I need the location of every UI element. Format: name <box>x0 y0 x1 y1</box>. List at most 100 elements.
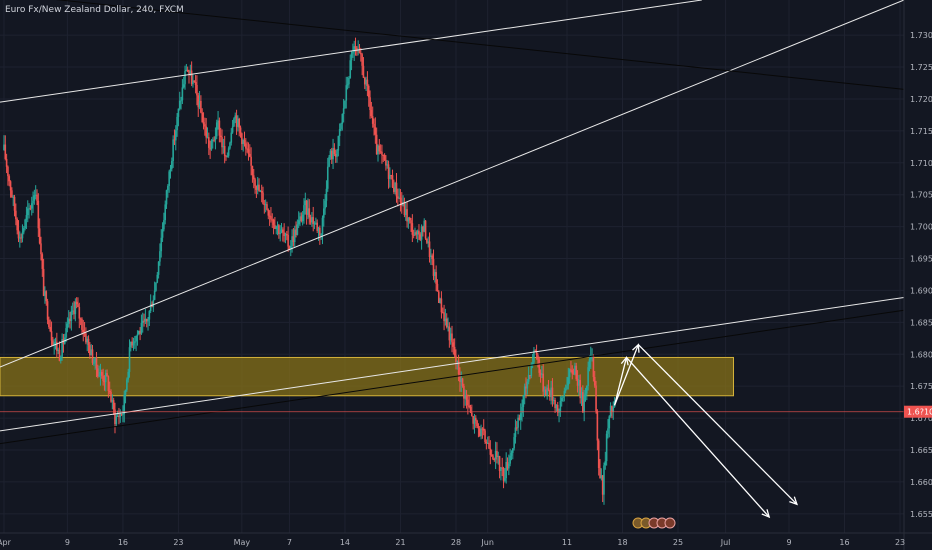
candle-body <box>126 379 128 390</box>
candle-body <box>406 209 408 222</box>
event-markers[interactable] <box>632 517 676 529</box>
candle-body <box>559 400 562 412</box>
candle-body <box>570 369 572 371</box>
candle-body <box>427 241 430 243</box>
candle-body <box>81 318 83 330</box>
candle-body <box>140 322 143 334</box>
candle-body <box>353 46 355 52</box>
candle-body <box>29 208 32 210</box>
candle-body <box>611 405 613 412</box>
time-tick-label: 14 <box>340 538 350 547</box>
candle-body <box>256 184 259 190</box>
candle-body <box>87 338 90 346</box>
candle-body <box>114 409 116 424</box>
candle-body <box>430 255 432 258</box>
candle-body <box>285 234 288 236</box>
candle-body <box>250 156 252 166</box>
candle-body <box>448 326 451 341</box>
candle-body <box>289 246 292 250</box>
candle-body <box>434 272 436 276</box>
candle-body <box>484 430 486 442</box>
trendline[interactable] <box>0 309 905 445</box>
candle-body <box>17 230 20 239</box>
candle-body <box>233 118 235 127</box>
candle-body <box>313 223 316 225</box>
candle-body <box>284 234 287 237</box>
candle-body <box>4 144 7 159</box>
candle-body <box>297 220 300 225</box>
trendline[interactable] <box>0 0 702 103</box>
projection-arrow[interactable] <box>637 344 798 505</box>
candle-body <box>597 440 600 469</box>
arrow-head <box>761 509 771 519</box>
candle-body <box>19 237 21 239</box>
candle-body <box>541 373 543 375</box>
candle-body <box>463 386 465 399</box>
candle-body <box>120 414 123 416</box>
time-axis[interactable]: Apr 9 16 23 May 7 14 21 28 Jun 11 18 25 Jul 9 16 23 <box>0 538 905 547</box>
candle-body <box>496 450 498 457</box>
candle-body <box>505 461 507 479</box>
projection-arrow[interactable] <box>613 344 639 406</box>
candle-body <box>511 448 514 453</box>
candle-body <box>54 341 57 343</box>
candle-body <box>502 468 505 481</box>
price-axis[interactable]: 1.65500 1.66000 1.66500 1.67000 1.67500 1.680… <box>910 31 932 519</box>
candle-body <box>287 234 289 247</box>
candle-body <box>542 373 544 392</box>
trendline[interactable] <box>0 296 905 432</box>
trendline[interactable] <box>0 0 905 90</box>
candle-body <box>467 399 469 406</box>
time-tick-label: 16 <box>839 538 849 547</box>
candle-body <box>550 387 552 397</box>
grid-lines <box>0 0 904 533</box>
candle-body <box>309 217 312 223</box>
candle-body <box>40 243 42 255</box>
candle-body <box>137 330 140 335</box>
candle-body <box>403 202 406 215</box>
candle-body <box>99 371 102 376</box>
candle-body <box>444 318 447 322</box>
candle-body <box>21 232 24 239</box>
candle-body <box>176 116 178 131</box>
candle-body <box>490 454 493 456</box>
time-tick-label: 23 <box>895 538 905 547</box>
event-marker-icon[interactable] <box>664 517 676 529</box>
candle-body <box>330 150 333 160</box>
candle-body <box>248 153 251 157</box>
candle-body <box>391 175 394 188</box>
candle-body <box>592 356 595 377</box>
projection-arrow[interactable] <box>613 357 628 406</box>
trendline[interactable] <box>0 0 905 368</box>
candle-body <box>324 200 326 209</box>
candle-body <box>49 327 52 332</box>
candle-body <box>608 416 611 429</box>
candle-body <box>586 386 588 394</box>
candle-body <box>123 394 126 415</box>
candle-body <box>562 396 564 398</box>
candle-body <box>567 377 570 386</box>
candle-body <box>478 428 481 436</box>
candle-body <box>349 60 352 78</box>
projection-arrow[interactable] <box>625 357 770 518</box>
candle-body <box>308 208 311 218</box>
candle-body <box>549 390 551 397</box>
candle-body <box>426 238 428 243</box>
candle-body <box>497 456 500 458</box>
candle-body <box>375 134 378 155</box>
candle-body <box>474 417 477 421</box>
candle-body <box>346 84 349 86</box>
arrow-head <box>789 496 799 506</box>
price-tick-label: 1.69500 <box>910 255 932 264</box>
candle-body <box>340 123 342 130</box>
candle-body <box>369 97 371 111</box>
candle-body <box>159 251 161 262</box>
candle-body <box>288 246 291 250</box>
candle-body <box>91 349 94 363</box>
candle-body <box>143 320 145 322</box>
candle-body <box>254 179 256 187</box>
candle-body <box>508 463 510 469</box>
